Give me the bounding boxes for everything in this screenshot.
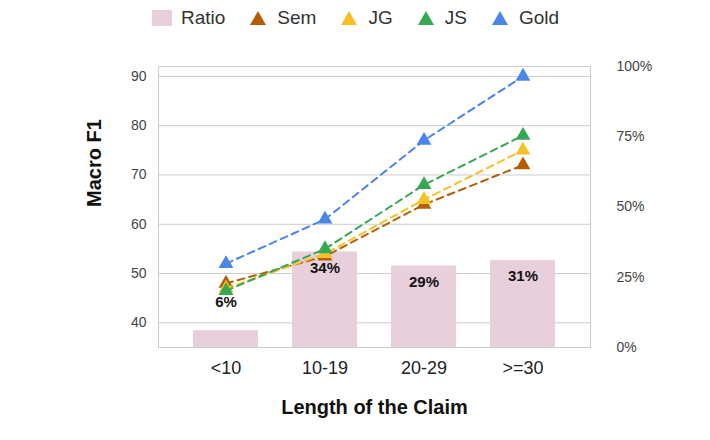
html-text:Sem: Sem xyxy=(277,6,317,28)
svg-text:50: 50 xyxy=(131,265,147,281)
svg-text:29%: 29% xyxy=(409,273,439,290)
svg-text:40: 40 xyxy=(131,314,147,330)
svg-text:10-19: 10-19 xyxy=(302,358,348,378)
svg-text:75%: 75% xyxy=(617,128,645,144)
svg-text:90: 90 xyxy=(131,68,147,84)
html-text:JS: JS xyxy=(444,6,467,28)
html-text:Gold: Gold xyxy=(518,6,559,28)
html-text:Ratio: Ratio xyxy=(181,6,226,28)
svg-text:>=30: >=30 xyxy=(502,358,543,378)
svg-text:0%: 0% xyxy=(617,339,637,355)
svg-text:6%: 6% xyxy=(215,293,237,310)
svg-text:31%: 31% xyxy=(508,267,538,284)
svg-text:50%: 50% xyxy=(617,198,645,214)
svg-text:25%: 25% xyxy=(617,269,645,285)
svg-text:70: 70 xyxy=(131,166,147,182)
svg-text:Length of the Claim: Length of the Claim xyxy=(281,396,468,418)
svg-text:34%: 34% xyxy=(310,259,340,276)
svg-text:Macro F1: Macro F1 xyxy=(83,119,105,207)
svg-text:20-29: 20-29 xyxy=(401,358,447,378)
svg-text:<10: <10 xyxy=(211,358,242,378)
svg-text:60: 60 xyxy=(131,216,147,232)
html-text:JG: JG xyxy=(368,6,393,28)
svg-text:80: 80 xyxy=(131,117,147,133)
svg-text:100%: 100% xyxy=(617,58,653,74)
